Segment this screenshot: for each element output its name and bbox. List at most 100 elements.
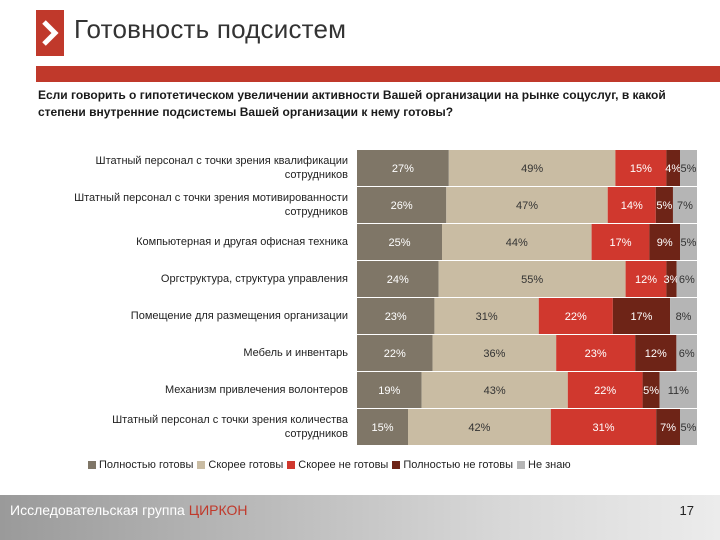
page-number: 17: [679, 503, 694, 518]
bar-segment: [567, 372, 643, 408]
data-label: 3%: [664, 274, 680, 286]
page-title: Готовность подсистем: [74, 14, 347, 44]
bar-segment: [676, 335, 697, 371]
data-label: 31%: [592, 422, 614, 434]
legend-label: Полностью готовы: [99, 459, 194, 471]
category-label: Компьютерная и другая офисная техника: [136, 236, 348, 248]
data-label: 5%: [656, 200, 672, 212]
legend-swatch: [517, 461, 525, 469]
data-label: 22%: [594, 385, 616, 397]
chart-legend: Полностью готовы Скорее готовы Скорее не г…: [88, 458, 575, 472]
footer-org: Исследовательская группа ЦИРКОН: [10, 502, 248, 518]
data-label: 11%: [668, 385, 689, 397]
legend-label: Полностью не готовы: [403, 459, 513, 471]
data-label: 5%: [681, 237, 697, 249]
bar-segment: [357, 150, 449, 186]
bar-segment: [676, 261, 697, 297]
bar-segment: [607, 187, 656, 223]
bar-segment: [442, 224, 592, 260]
footer-org-brand: ЦИРКОН: [188, 502, 248, 518]
data-label: 42%: [468, 422, 490, 434]
category-label: Штатный персонал с точки зрения квалифик…: [95, 155, 348, 181]
bar-segment: [612, 298, 671, 334]
bar-segment: [448, 150, 616, 186]
data-label: 23%: [385, 311, 407, 323]
bar-segment: [591, 224, 650, 260]
data-label: 5%: [681, 163, 697, 175]
bar-segment: [438, 261, 626, 297]
data-label: 15%: [630, 163, 652, 175]
category-label: Помещение для размещения организации: [130, 310, 348, 322]
bar-segment: [357, 224, 442, 260]
data-label: 12%: [645, 348, 667, 360]
bar-segment: [357, 372, 422, 408]
bar-segment: [655, 187, 673, 223]
data-label: 22%: [565, 311, 587, 323]
data-label: 36%: [483, 348, 505, 360]
bar-segment: [642, 372, 660, 408]
bar-segment: [670, 298, 697, 334]
logo-chevron-icon: [36, 10, 64, 56]
bar-segment: [649, 224, 680, 260]
data-label: 26%: [391, 200, 413, 212]
bar-segment: [357, 261, 439, 297]
footer-org-prefix: Исследовательская группа: [10, 502, 189, 518]
bar-segment: [666, 261, 677, 297]
legend-label: Не знаю: [528, 459, 571, 471]
data-label: 5%: [681, 422, 697, 434]
data-label: 15%: [371, 422, 393, 434]
data-label: 7%: [677, 200, 693, 212]
bar-segment: [357, 187, 447, 223]
bar-segment: [408, 409, 551, 445]
bar-segment: [666, 150, 680, 186]
category-label: Мебель и инвентарь: [243, 347, 348, 359]
bar-segment: [432, 335, 557, 371]
bar-segment: [680, 224, 697, 260]
data-label: 9%: [657, 237, 673, 249]
legend-swatch: [88, 461, 96, 469]
category-label: Штатный персонал с точки зрения количест…: [112, 414, 348, 440]
data-label: 22%: [384, 348, 406, 360]
bar-segment: [672, 187, 697, 223]
data-label: 27%: [392, 163, 414, 175]
data-label: 14%: [621, 200, 643, 212]
legend-label: Скорее готовы: [208, 459, 284, 471]
data-label: 55%: [521, 274, 543, 286]
category-label: Механизм привлечения волонтеров: [164, 384, 348, 396]
bar-segment: [635, 335, 677, 371]
legend-swatch: [287, 461, 296, 469]
bar-segment: [357, 298, 435, 334]
data-label: 23%: [585, 348, 607, 360]
legend-label: Скорее не готовы: [298, 459, 389, 471]
data-label: 5%: [643, 385, 659, 397]
data-label: 6%: [679, 274, 695, 286]
bar-segment: [357, 409, 408, 445]
data-label: 19%: [378, 385, 400, 397]
bar-segment: [615, 150, 667, 186]
survey-question: Если говорить о гипотетическом увеличени…: [38, 88, 666, 119]
bar-segment: [538, 298, 613, 334]
legend-item: Скорее готовы: [197, 459, 283, 471]
data-label: 8%: [676, 311, 692, 323]
bar-segment: [446, 187, 608, 223]
bar-segment: [625, 261, 667, 297]
data-label: 44%: [506, 237, 528, 249]
legend-item: Полностью готовы: [88, 459, 193, 471]
data-label: 49%: [521, 163, 543, 175]
legend-item: Полностью не готовы: [392, 459, 513, 471]
bar-segment: [680, 409, 697, 445]
data-label: 25%: [388, 237, 410, 249]
bar-segment: [421, 372, 568, 408]
data-label: 7%: [660, 422, 676, 434]
legend-swatch: [392, 461, 401, 469]
bar-segment: [434, 298, 539, 334]
bar-segment: [659, 372, 697, 408]
data-label: 6%: [679, 348, 695, 360]
legend-item: Не знаю: [517, 459, 571, 471]
legend-item: Скорее не готовы: [287, 459, 388, 471]
bar-segment: [656, 409, 680, 445]
data-label: 17%: [609, 237, 631, 249]
data-label: 31%: [476, 311, 498, 323]
data-label: 12%: [635, 274, 657, 286]
bar-segment: [556, 335, 636, 371]
